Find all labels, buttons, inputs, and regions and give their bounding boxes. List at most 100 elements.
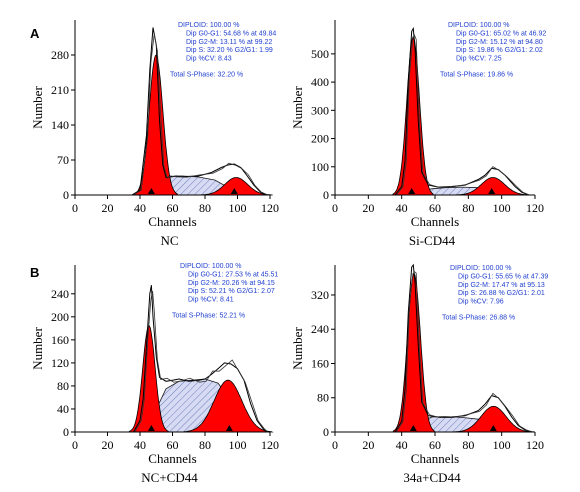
histogram-envelope-fit [134, 290, 269, 433]
stats-line: DIPLOID: 100.00 % [180, 263, 241, 270]
stats-line: Dip G2-M: 17.47 % at 95.13 [458, 282, 545, 289]
g2-peak-area [455, 177, 531, 196]
x-tick-label: 80 [199, 201, 211, 215]
stats-line: Dip S: 32.20 % G2/G1: 1.99 [186, 47, 273, 54]
y-tick-label: 160 [51, 333, 69, 347]
panel-3: 0 20 40 60 80 100 120 0 40 80 120 160 200 240 Channels… [30, 263, 279, 485]
y-tick-label: 280 [51, 48, 69, 62]
stats-line: Dip G0-G1: 54.68 % at 49.84 [186, 30, 276, 37]
x-tick-label: 120 [261, 438, 279, 452]
y-axis-label: Number [290, 327, 305, 370]
histogram-envelope-fit [395, 271, 534, 433]
x-axis-label: Channels [411, 214, 459, 229]
stats-line: Dip G0-G1: 27.53 % at 45.51 [188, 271, 278, 278]
panel-label-a: A [30, 26, 40, 41]
x-tick-label: 120 [526, 438, 544, 452]
x-tick-label: 0 [72, 438, 78, 452]
panel-1: 0 20 40 60 80 100 120 0 70 140 210 280 Channels Numbe… [30, 20, 279, 248]
x-tick-label: 0 [72, 201, 78, 215]
peak-marker [230, 188, 238, 194]
peak-marker [225, 425, 233, 431]
x-tick-label: 60 [429, 201, 441, 215]
y-tick-label: 100 [311, 160, 329, 174]
x-tick-label: 120 [261, 201, 279, 215]
peak-marker [147, 188, 155, 194]
y-tick-label: 0 [63, 188, 69, 202]
panel-4: 0 20 40 60 80 100 120 0 80 160 240 320 Channels Numbe… [290, 263, 548, 485]
x-tick-label: 20 [102, 201, 114, 215]
y-tick-label: 120 [51, 356, 69, 370]
x-tick-label: 40 [396, 201, 408, 215]
y-tick-label: 80 [317, 391, 329, 405]
y-tick-label: 400 [311, 75, 329, 89]
stats-line: Dip G2-M: 15.12 % at 94.80 [456, 39, 543, 46]
g2-peak-area [199, 177, 273, 196]
panel-2: 0 20 40 60 80 100 120 0 100 200 300 400 500 Channels N… [290, 20, 546, 248]
stats-line: DIPLOID: 100.00 % [450, 265, 511, 272]
y-axis-label: Number [290, 86, 305, 129]
peak-marker [147, 425, 155, 431]
histogram-panels: 0 20 40 60 80 100 120 0 70 140 210 280 Channels Numbe… [30, 20, 548, 485]
x-tick-label: 40 [396, 438, 408, 452]
x-tick-label: 100 [493, 438, 511, 452]
y-tick-label: 0 [323, 425, 329, 439]
histogram-envelope-fit [395, 34, 530, 196]
g2-peak-area [183, 379, 274, 433]
stats-line: DIPLOID: 100.00 % [178, 22, 239, 29]
panel-label-b: B [30, 265, 39, 280]
y-tick-label: 240 [311, 322, 329, 336]
stats-line: Dip %CV: 8.43 [186, 56, 232, 63]
stats-line: Dip G0-G1: 65.02 % at 46.92 [456, 30, 546, 37]
peak-marker [409, 425, 417, 431]
y-tick-label: 240 [51, 287, 69, 301]
x-tick-label: 20 [362, 201, 374, 215]
x-tick-label: 20 [102, 438, 114, 452]
y-tick-label: 200 [311, 132, 329, 146]
panel-title: NC [160, 233, 178, 248]
stats-line: Dip %CV: 7.96 [458, 299, 504, 306]
y-tick-label: 500 [311, 47, 329, 61]
panel-title: 34a+CD44 [403, 470, 461, 485]
stats-line: Dip S: 26.88 % G2/G1: 2.01 [458, 290, 545, 297]
x-tick-label: 100 [229, 438, 247, 452]
stats-line: Dip G2-M: 20.26 % at 94.15 [188, 280, 275, 287]
x-tick-label: 80 [462, 438, 474, 452]
y-tick-label: 80 [57, 379, 69, 393]
x-axis-label: Channels [148, 451, 196, 466]
y-axis-label: Number [30, 86, 45, 129]
x-tick-label: 80 [199, 438, 211, 452]
x-axis-label: Channels [148, 214, 196, 229]
x-tick-label: 40 [134, 438, 146, 452]
stats-line: Total S-Phase: 32.20 % [170, 72, 243, 79]
stats-line: Total S-Phase: 52.21 % [172, 313, 245, 320]
peak-marker [488, 188, 496, 194]
stats-line: Dip G0-G1: 55.65 % at 47.39 [458, 273, 548, 280]
y-tick-label: 160 [311, 356, 329, 370]
histogram-envelope [131, 27, 268, 196]
stats-line: Dip S: 19.86 % G2/G1: 2.02 [456, 47, 543, 54]
x-tick-label: 100 [229, 201, 247, 215]
histogram-envelope-fit [132, 34, 269, 196]
stats-line: Dip %CV: 8.41 [188, 297, 234, 304]
g1-peak-area [392, 272, 436, 433]
x-axis-label: Channels [411, 451, 459, 466]
stats-line: DIPLOID: 100.00 % [448, 22, 509, 29]
x-tick-label: 0 [332, 438, 338, 452]
x-tick-label: 60 [429, 438, 441, 452]
x-tick-label: 100 [493, 201, 511, 215]
x-tick-label: 80 [462, 201, 474, 215]
x-tick-label: 120 [526, 201, 544, 215]
x-tick-label: 60 [167, 438, 179, 452]
y-tick-label: 70 [57, 153, 69, 167]
y-axis-label: Number [30, 327, 45, 370]
stats-line: Dip S: 52.21 % G2/G1: 2.07 [188, 288, 275, 295]
y-tick-label: 40 [57, 402, 69, 416]
panel-title: NC+CD44 [141, 470, 198, 485]
stats-line: Total S-Phase: 19.86 % [440, 72, 513, 79]
x-tick-label: 0 [332, 201, 338, 215]
g2-peak-area [453, 405, 534, 433]
stats-line: Total S-Phase: 26.88 % [442, 315, 515, 322]
x-tick-label: 40 [134, 201, 146, 215]
y-tick-label: 210 [51, 83, 69, 97]
